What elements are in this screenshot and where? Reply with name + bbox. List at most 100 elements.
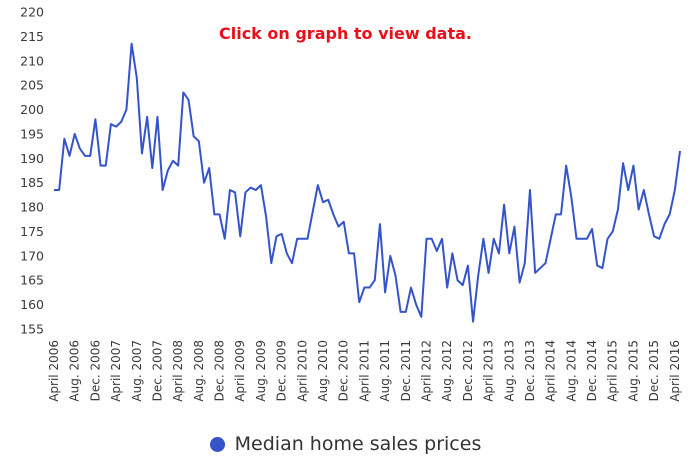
- data-point[interactable]: [636, 207, 641, 212]
- data-point[interactable]: [233, 190, 238, 195]
- data-point[interactable]: [160, 188, 165, 193]
- data-point[interactable]: [279, 231, 284, 236]
- data-point[interactable]: [150, 166, 155, 171]
- data-point[interactable]: [207, 166, 212, 171]
- data-point[interactable]: [108, 122, 113, 127]
- data-point[interactable]: [522, 261, 527, 266]
- data-point[interactable]: [77, 146, 82, 151]
- data-point[interactable]: [626, 188, 631, 193]
- data-point[interactable]: [455, 278, 460, 283]
- data-point[interactable]: [67, 153, 72, 158]
- data-point[interactable]: [383, 290, 388, 295]
- data-point[interactable]: [305, 236, 310, 241]
- data-point[interactable]: [315, 183, 320, 188]
- data-point[interactable]: [264, 214, 269, 219]
- data-point[interactable]: [346, 251, 351, 256]
- data-point[interactable]: [527, 188, 532, 193]
- data-point[interactable]: [103, 163, 108, 168]
- data-point[interactable]: [631, 163, 636, 168]
- data-point[interactable]: [326, 197, 331, 202]
- data-point[interactable]: [615, 207, 620, 212]
- data-point[interactable]: [93, 117, 98, 122]
- data-point[interactable]: [460, 283, 465, 288]
- data-point[interactable]: [445, 285, 450, 290]
- data-point[interactable]: [300, 236, 305, 241]
- data-point[interactable]: [641, 188, 646, 193]
- data-point[interactable]: [590, 227, 595, 232]
- data-point[interactable]: [657, 236, 662, 241]
- data-point[interactable]: [191, 134, 196, 139]
- data-point[interactable]: [496, 251, 501, 256]
- data-point[interactable]: [548, 236, 553, 241]
- data-point[interactable]: [398, 309, 403, 314]
- data-point[interactable]: [393, 273, 398, 278]
- data-point[interactable]: [564, 163, 569, 168]
- data-point[interactable]: [569, 195, 574, 200]
- data-point[interactable]: [176, 163, 181, 168]
- data-point[interactable]: [377, 222, 382, 227]
- data-point[interactable]: [553, 212, 558, 217]
- data-point[interactable]: [672, 188, 677, 193]
- data-point[interactable]: [486, 270, 491, 275]
- data-point[interactable]: [538, 266, 543, 271]
- data-point[interactable]: [408, 285, 413, 290]
- data-point[interactable]: [434, 248, 439, 253]
- data-point[interactable]: [243, 190, 248, 195]
- data-point[interactable]: [621, 161, 626, 166]
- data-point[interactable]: [512, 224, 517, 229]
- data-point[interactable]: [465, 263, 470, 268]
- data-point[interactable]: [357, 300, 362, 305]
- data-point[interactable]: [450, 251, 455, 256]
- data-point[interactable]: [341, 219, 346, 224]
- data-point[interactable]: [605, 236, 610, 241]
- data-point[interactable]: [502, 202, 507, 207]
- data-point[interactable]: [134, 75, 139, 80]
- data-point[interactable]: [186, 97, 191, 102]
- data-point[interactable]: [367, 285, 372, 290]
- data-point[interactable]: [584, 236, 589, 241]
- series-line-median-home-sales-prices[interactable]: [54, 42, 681, 323]
- data-point[interactable]: [543, 261, 548, 266]
- data-point[interactable]: [227, 188, 232, 193]
- data-point[interactable]: [274, 234, 279, 239]
- data-point[interactable]: [610, 229, 615, 234]
- data-point[interactable]: [362, 285, 367, 290]
- data-point[interactable]: [600, 266, 605, 271]
- data-point[interactable]: [72, 131, 77, 136]
- data-point[interactable]: [248, 185, 253, 190]
- data-point[interactable]: [388, 253, 393, 258]
- data-point[interactable]: [678, 148, 683, 153]
- data-point[interactable]: [145, 114, 150, 119]
- data-point[interactable]: [269, 261, 274, 266]
- data-point[interactable]: [98, 163, 103, 168]
- data-point[interactable]: [114, 124, 119, 129]
- data-point[interactable]: [574, 236, 579, 241]
- data-point[interactable]: [471, 319, 476, 324]
- data-point[interactable]: [202, 180, 207, 185]
- line-chart[interactable]: 155 160 165 170 175 180 185 190 195 200 205 210 215 2…: [0, 0, 691, 430]
- data-point[interactable]: [217, 212, 222, 217]
- data-point[interactable]: [170, 158, 175, 163]
- data-point[interactable]: [310, 209, 315, 214]
- data-point[interactable]: [419, 314, 424, 319]
- data-point[interactable]: [181, 90, 186, 95]
- data-point[interactable]: [165, 168, 170, 173]
- data-point[interactable]: [119, 119, 124, 124]
- data-point[interactable]: [646, 212, 651, 217]
- data-point[interactable]: [196, 139, 201, 144]
- data-point[interactable]: [124, 107, 129, 112]
- data-point[interactable]: [62, 136, 67, 141]
- data-point[interactable]: [491, 236, 496, 241]
- data-point[interactable]: [331, 212, 336, 217]
- data-point[interactable]: [88, 153, 93, 158]
- data-point[interactable]: [52, 188, 57, 193]
- data-point[interactable]: [336, 224, 341, 229]
- data-point[interactable]: [321, 200, 326, 205]
- data-point[interactable]: [595, 263, 600, 268]
- data-point[interactable]: [481, 236, 486, 241]
- data-point[interactable]: [295, 236, 300, 241]
- data-point[interactable]: [222, 236, 227, 241]
- data-point[interactable]: [212, 212, 217, 217]
- data-point[interactable]: [507, 251, 512, 256]
- data-point[interactable]: [667, 212, 672, 217]
